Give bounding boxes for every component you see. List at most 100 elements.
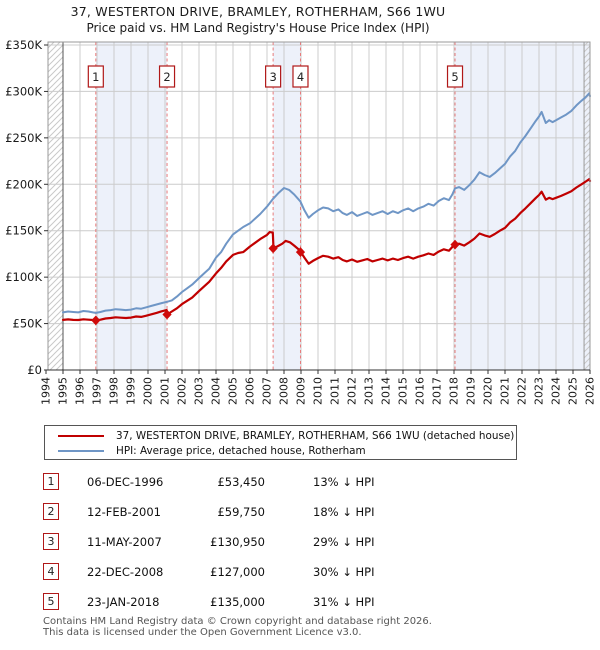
sale-number-box: [158, 65, 176, 88]
sale-diamond-marker: [295, 247, 306, 257]
x-axis-label: 2017: [431, 377, 444, 405]
price-chart: 1 2 3 4 5 £0 £50K £100K £150K £200K £250K £300K £350…: [5, 38, 597, 405]
sale-hpi-diff: 29% ↓ HPI: [313, 535, 375, 549]
x-axis-label: 2006: [244, 377, 257, 405]
price-paid-line: [61, 178, 592, 322]
sale-diamond-marker: [450, 239, 460, 250]
x-axis-label: 1996: [74, 377, 87, 405]
sale-price: £59,750: [217, 505, 265, 519]
chart-title: 37, WESTERTON DRIVE, BRAMLEY, ROTHERHAM,…: [70, 4, 446, 19]
x-axis-label: 2008: [278, 377, 291, 405]
table-row-5: 5 23-JAN-2018 £135,000 31% ↓ HPI: [43, 593, 543, 611]
sale-date: 06-DEC-1996: [87, 475, 164, 489]
blue-line-swatch: [58, 449, 104, 452]
sale-number-box-label: 3: [269, 70, 276, 84]
sale-number-badge: 3: [43, 533, 59, 550]
footer-line-licence: This data is licensed under the Open Gov…: [43, 626, 362, 638]
y-axis-label: £100K: [5, 270, 42, 284]
sale-hpi-diff: 18% ↓ HPI: [313, 505, 375, 519]
x-axis-label: 2004: [210, 377, 223, 405]
table-row-3: 3 11-MAY-2007 £130,950 29% ↓ HPI: [43, 533, 543, 551]
x-axis-label: 2009: [295, 377, 308, 405]
sale-number-box-label: 1: [92, 70, 99, 84]
footer-attribution: Contains HM Land Registry data © Crown c…: [43, 616, 432, 638]
x-axis-label: 1999: [125, 377, 138, 405]
x-axis-label: 2023: [533, 377, 546, 405]
x-axis-label: 1995: [57, 377, 70, 405]
sale-hpi-diff: 30% ↓ HPI: [313, 565, 375, 579]
x-axis-label: 2013: [363, 377, 376, 405]
x-axis-label: 2007: [261, 377, 274, 405]
sale-number-box: [87, 65, 104, 88]
table-row-2: 2 12-FEB-2001 £59,750 18% ↓ HPI: [43, 503, 543, 521]
sale-number-badge: 1: [43, 473, 59, 490]
y-axis-label: £0: [27, 363, 42, 377]
footer-line-copyright: Contains HM Land Registry data © Crown c…: [43, 616, 432, 627]
sale-number-badge: 2: [43, 503, 59, 520]
x-axis-label: 1997: [91, 377, 104, 405]
x-axis-label: 2012: [346, 377, 359, 405]
x-axis-label: 2025: [567, 377, 580, 405]
y-axis-label: £50K: [13, 317, 43, 331]
x-axis-label: 2020: [482, 377, 495, 405]
y-axis-label: £350K: [5, 38, 42, 52]
chart-subtitle: Price paid vs. HM Land Registry's House …: [86, 21, 430, 35]
sale-date: 23-JAN-2018: [87, 595, 160, 609]
sale-price: £130,950: [210, 535, 265, 549]
x-axis-label: 2001: [159, 377, 172, 405]
sale-number-badge: 4: [43, 563, 59, 580]
x-axis-label: 2021: [499, 377, 512, 405]
legend-item-hpi: HPI: Average price, detached house, Roth…: [45, 443, 516, 458]
shaded-band: [273, 42, 301, 370]
legend-label-property: 37, WESTERTON DRIVE, BRAMLEY, ROTHERHAM,…: [116, 429, 515, 442]
legend-item-property: 37, WESTERTON DRIVE, BRAMLEY, ROTHERHAM,…: [45, 428, 516, 443]
sale-hpi-diff: 13% ↓ HPI: [313, 475, 375, 489]
x-axis-label: 2024: [550, 377, 563, 405]
y-axis-label: £150K: [5, 224, 42, 238]
x-axis-label: 2015: [397, 377, 410, 405]
hpi-line: [62, 92, 591, 314]
table-row-4: 4 22-DEC-2008 £127,000 30% ↓ HPI: [43, 563, 543, 581]
x-axis-label: 2002: [176, 377, 189, 405]
x-axis-label: 1994: [40, 377, 53, 405]
sale-diamond-marker: [268, 243, 278, 254]
y-axis-label: £300K: [5, 84, 42, 98]
sale-date: 22-DEC-2008: [87, 565, 164, 579]
x-axis-label: 2005: [227, 377, 240, 405]
sale-date: 11-MAY-2007: [87, 535, 162, 549]
sale-diamond-marker: [91, 315, 101, 326]
x-axis-label: 2010: [312, 377, 325, 405]
x-axis-label: 1998: [108, 377, 121, 405]
chart-legend: 37, WESTERTON DRIVE, BRAMLEY, ROTHERHAM,…: [44, 425, 517, 460]
table-row-1: 1 06-DEC-1996 £53,450 13% ↓ HPI: [43, 473, 543, 491]
sale-diamond-marker: [162, 309, 172, 320]
shaded-band: [455, 42, 590, 370]
x-axis-label: 2014: [380, 377, 393, 405]
red-line-swatch: [58, 434, 104, 437]
y-axis-label: £250K: [5, 131, 42, 145]
x-axis-label: 2000: [142, 377, 155, 405]
sale-price: £127,000: [210, 565, 265, 579]
x-axis-label: 2016: [414, 377, 427, 405]
sale-number-badge: 5: [43, 593, 59, 610]
sale-number-box-label: 2: [163, 70, 170, 84]
sale-hpi-diff: 31% ↓ HPI: [313, 595, 375, 609]
sale-date: 12-FEB-2001: [87, 505, 161, 519]
hatched-region: [584, 42, 590, 370]
hatched-region: [48, 42, 63, 370]
sale-price: £135,000: [210, 595, 265, 609]
x-axis-label: 2019: [465, 377, 478, 405]
legend-label-hpi: HPI: Average price, detached house, Roth…: [116, 444, 366, 457]
sale-number-box: [292, 65, 309, 88]
x-axis-label: 2026: [584, 377, 597, 405]
sale-number-box-label: 5: [451, 70, 458, 84]
y-axis-label: £200K: [5, 177, 42, 191]
x-axis-label: 2018: [448, 377, 461, 405]
x-axis-label: 2011: [329, 377, 342, 405]
sale-number-box-label: 4: [297, 70, 304, 84]
sale-number-box: [265, 65, 282, 88]
sale-number-box: [446, 65, 464, 88]
x-axis-label: 2003: [193, 377, 206, 405]
sale-price: £53,450: [217, 475, 265, 489]
